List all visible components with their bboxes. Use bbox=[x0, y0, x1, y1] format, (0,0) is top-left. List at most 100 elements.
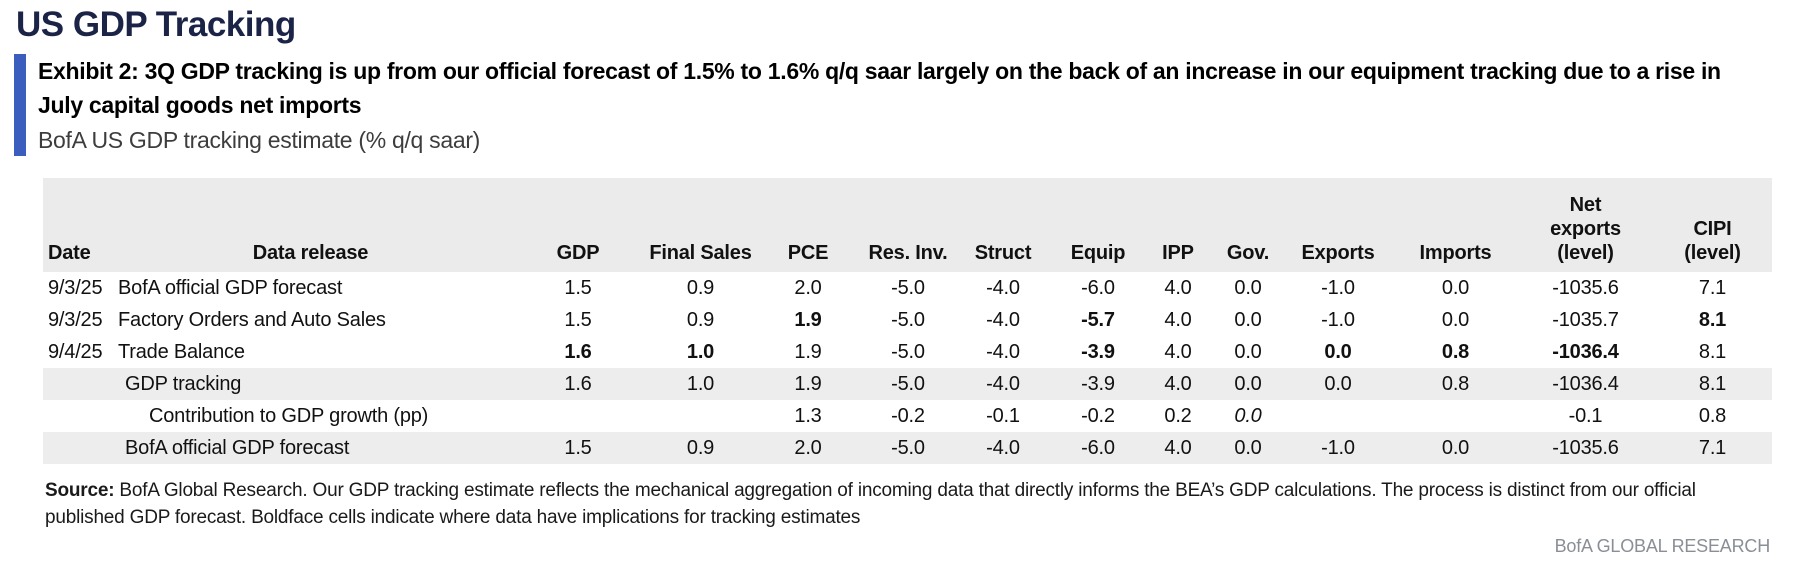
value-cell: 0.9 bbox=[686, 276, 715, 299]
value-cell: 1.9 bbox=[794, 372, 822, 395]
value-cell: 2.0 bbox=[794, 436, 822, 459]
value-cell: 0.0 bbox=[1234, 340, 1262, 363]
column-header: Imports bbox=[1393, 178, 1518, 272]
column-header: Data release bbox=[113, 178, 508, 272]
value-cell: -1.0 bbox=[1321, 308, 1355, 331]
column-header: Final Sales bbox=[648, 178, 753, 272]
value-cell: 2.0 bbox=[794, 276, 822, 299]
column-header: Gov. bbox=[1213, 178, 1283, 272]
date-cell bbox=[43, 368, 113, 400]
value-cell: -1035.6 bbox=[1552, 276, 1619, 299]
value-cell: -0.2 bbox=[891, 404, 925, 427]
value-cell: 0.0 bbox=[1234, 276, 1262, 299]
table-row: Contribution to GDP growth (pp) 1.3 -0.2 -0… bbox=[43, 400, 1772, 432]
value-cell: -6.0 bbox=[1081, 436, 1115, 459]
value-cell: 7.1 bbox=[1698, 276, 1727, 299]
value-cell: 8.1 bbox=[1698, 308, 1727, 331]
exhibit-block: Exhibit 2: 3Q GDP tracking is up from ou… bbox=[14, 54, 1815, 156]
value-cell: 4.0 bbox=[1164, 372, 1192, 395]
value-cell: 0.0 bbox=[1324, 340, 1352, 363]
column-header: Res. Inv. bbox=[863, 178, 953, 272]
exhibit-subtitle: BofA US GDP tracking estimate (% q/q saa… bbox=[38, 127, 481, 153]
release-label-cell: Trade Balance bbox=[118, 340, 245, 363]
value-cell: -6.0 bbox=[1081, 276, 1115, 299]
value-cell: 1.6 bbox=[564, 372, 592, 395]
column-header: Net exports (level) bbox=[1518, 178, 1653, 272]
value-cell: 0.0 bbox=[1324, 372, 1352, 395]
value-cell: 0.0 bbox=[1441, 436, 1470, 459]
value-cell: -0.1 bbox=[1568, 404, 1603, 427]
value-cell: 0.9 bbox=[686, 308, 715, 331]
value-cell: 0.8 bbox=[1698, 404, 1727, 427]
value-cell: -5.0 bbox=[891, 436, 925, 459]
value-cell: 0.8 bbox=[1441, 372, 1470, 395]
value-cell: 0.0 bbox=[1234, 436, 1262, 459]
value-cell: 1.9 bbox=[794, 340, 822, 363]
table-row: BofA official GDP forecast 1.5 0.9 2.0 -5.0 -… bbox=[43, 432, 1772, 464]
date-cell: 9/3/25 bbox=[48, 276, 103, 299]
column-header: Equip bbox=[1053, 178, 1143, 272]
value-cell: 4.0 bbox=[1164, 436, 1192, 459]
release-label-cell: GDP tracking bbox=[125, 372, 242, 395]
value-cell: -1035.7 bbox=[1552, 308, 1619, 331]
source-label: Source: bbox=[45, 480, 115, 501]
page-title: US GDP Tracking bbox=[16, 5, 296, 44]
value-cell bbox=[648, 400, 753, 432]
release-label-cell: BofA official GDP forecast bbox=[125, 436, 350, 459]
value-cell: -1035.6 bbox=[1552, 436, 1619, 459]
exhibit-accent-bar bbox=[14, 54, 26, 156]
date-cell bbox=[43, 400, 113, 432]
value-cell: -4.0 bbox=[986, 436, 1020, 459]
value-cell: -5.0 bbox=[891, 276, 925, 299]
value-cell: -5.7 bbox=[1081, 308, 1115, 331]
table-row: 9/4/25 Trade Balance 1.6 1.0 1.9 -5.0 -4.0 -3.9… bbox=[43, 336, 1772, 368]
date-cell: 9/3/25 bbox=[48, 308, 103, 331]
value-cell bbox=[1283, 400, 1393, 432]
value-cell: 1.0 bbox=[686, 372, 715, 395]
value-cell: -4.0 bbox=[986, 308, 1020, 331]
value-cell: 4.0 bbox=[1164, 340, 1192, 363]
value-cell: -1036.4 bbox=[1552, 340, 1619, 363]
gdp-tracking-table: Date Data release GDP Final Sales PCE Res. In… bbox=[43, 178, 1772, 464]
value-cell: -0.2 bbox=[1081, 404, 1115, 427]
column-header: CIPI (level) bbox=[1653, 178, 1772, 272]
date-cell bbox=[43, 432, 113, 464]
value-cell: 0.0 bbox=[1234, 372, 1262, 395]
value-cell: 1.5 bbox=[564, 436, 592, 459]
value-cell: -0.1 bbox=[986, 404, 1020, 427]
column-header: GDP bbox=[508, 178, 648, 272]
source-text: BofA Global Research. Our GDP tracking e… bbox=[45, 480, 1696, 528]
value-cell: 1.3 bbox=[794, 404, 822, 427]
value-cell: 0.9 bbox=[686, 436, 715, 459]
column-header: Date bbox=[43, 178, 113, 272]
value-cell: -1.0 bbox=[1321, 276, 1355, 299]
value-cell: 7.1 bbox=[1698, 436, 1727, 459]
release-label-cell: Factory Orders and Auto Sales bbox=[118, 308, 386, 331]
value-cell: 0.0 bbox=[1441, 308, 1470, 331]
value-cell: 1.9 bbox=[794, 308, 822, 331]
value-cell: -3.9 bbox=[1081, 372, 1115, 395]
value-cell: -4.0 bbox=[986, 276, 1020, 299]
value-cell: 4.0 bbox=[1164, 276, 1192, 299]
exhibit-heading: Exhibit 2: 3Q GDP tracking is up from ou… bbox=[38, 58, 1721, 118]
value-cell: 1.0 bbox=[686, 340, 715, 363]
value-cell: -4.0 bbox=[986, 340, 1020, 363]
value-cell: -5.0 bbox=[891, 340, 925, 363]
column-header: PCE bbox=[753, 178, 863, 272]
value-cell: -3.9 bbox=[1081, 340, 1115, 363]
value-cell: 0.2 bbox=[1164, 404, 1192, 427]
table-row: 9/3/25 Factory Orders and Auto Sales 1.5 0.… bbox=[43, 304, 1772, 336]
value-cell: 1.5 bbox=[564, 276, 592, 299]
value-cell: -4.0 bbox=[986, 372, 1020, 395]
value-cell bbox=[1393, 400, 1518, 432]
date-cell: 9/4/25 bbox=[48, 340, 103, 363]
value-cell: 0.0 bbox=[1441, 276, 1470, 299]
table-header-row: Date Data release GDP Final Sales PCE Res. In… bbox=[43, 178, 1772, 272]
value-cell: 4.0 bbox=[1164, 308, 1192, 331]
value-cell: -5.0 bbox=[891, 308, 925, 331]
table-row: GDP tracking 1.6 1.0 1.9 -5.0 -4.0 -3.9 4.0 0.0 0… bbox=[43, 368, 1772, 400]
column-header: IPP bbox=[1143, 178, 1213, 272]
column-header: Exports bbox=[1283, 178, 1393, 272]
value-cell: -1036.4 bbox=[1552, 372, 1619, 395]
release-label-cell: Contribution to GDP growth (pp) bbox=[149, 404, 429, 427]
